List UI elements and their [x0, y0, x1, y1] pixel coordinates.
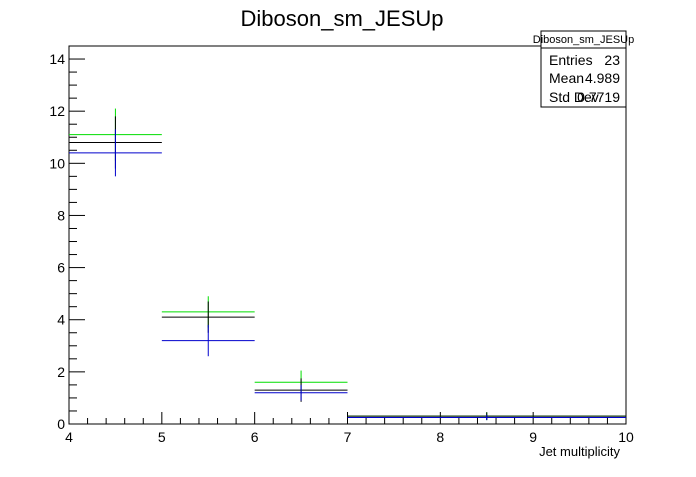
y-tick-label: 4 [57, 312, 65, 328]
x-tick-label: 10 [618, 429, 634, 445]
x-tick-label: 9 [529, 429, 537, 445]
y-tick-label: 10 [49, 155, 65, 171]
x-axis: 4 5 6 7 8 9 10 [65, 412, 634, 445]
x-tick-label: 5 [158, 429, 166, 445]
x-tick-label: 7 [344, 429, 352, 445]
y-tick-label: 2 [57, 364, 65, 380]
stats-box-title: Diboson_sm_JESUp [533, 34, 635, 46]
series-1 [69, 116, 626, 421]
series-2 [69, 129, 626, 421]
stats-stddev-label: Std Dev [549, 89, 599, 105]
stats-mean-value: 4.989 [585, 70, 620, 86]
y-tick-label: 12 [49, 103, 65, 119]
y-tick-label: 0 [57, 416, 65, 432]
x-tick-label: 8 [436, 429, 444, 445]
x-tick-label: 6 [251, 429, 259, 445]
stats-entries-label: Entries [549, 52, 593, 68]
chart-title: Diboson_sm_JESUp [241, 6, 444, 31]
series-layer [69, 108, 626, 421]
stats-stddev-value: 0.7719 [577, 89, 620, 105]
stats-mean-label: Mean [549, 70, 584, 86]
y-tick-label: 8 [57, 207, 65, 223]
x-axis-label: Jet multiplicity [539, 444, 620, 459]
stats-box-frame [540, 30, 627, 108]
y-tick-label: 6 [57, 260, 65, 276]
y-axis: 0 2 4 6 8 10 12 14 [49, 51, 85, 432]
x-tick-label: 4 [65, 429, 73, 445]
stats-box: Diboson_sm_JESUp Entries 23 Mean 4.989 S… [533, 30, 635, 108]
y-tick-label: 14 [49, 51, 65, 67]
stats-entries-value: 23 [604, 52, 620, 68]
series-0 [69, 108, 626, 421]
